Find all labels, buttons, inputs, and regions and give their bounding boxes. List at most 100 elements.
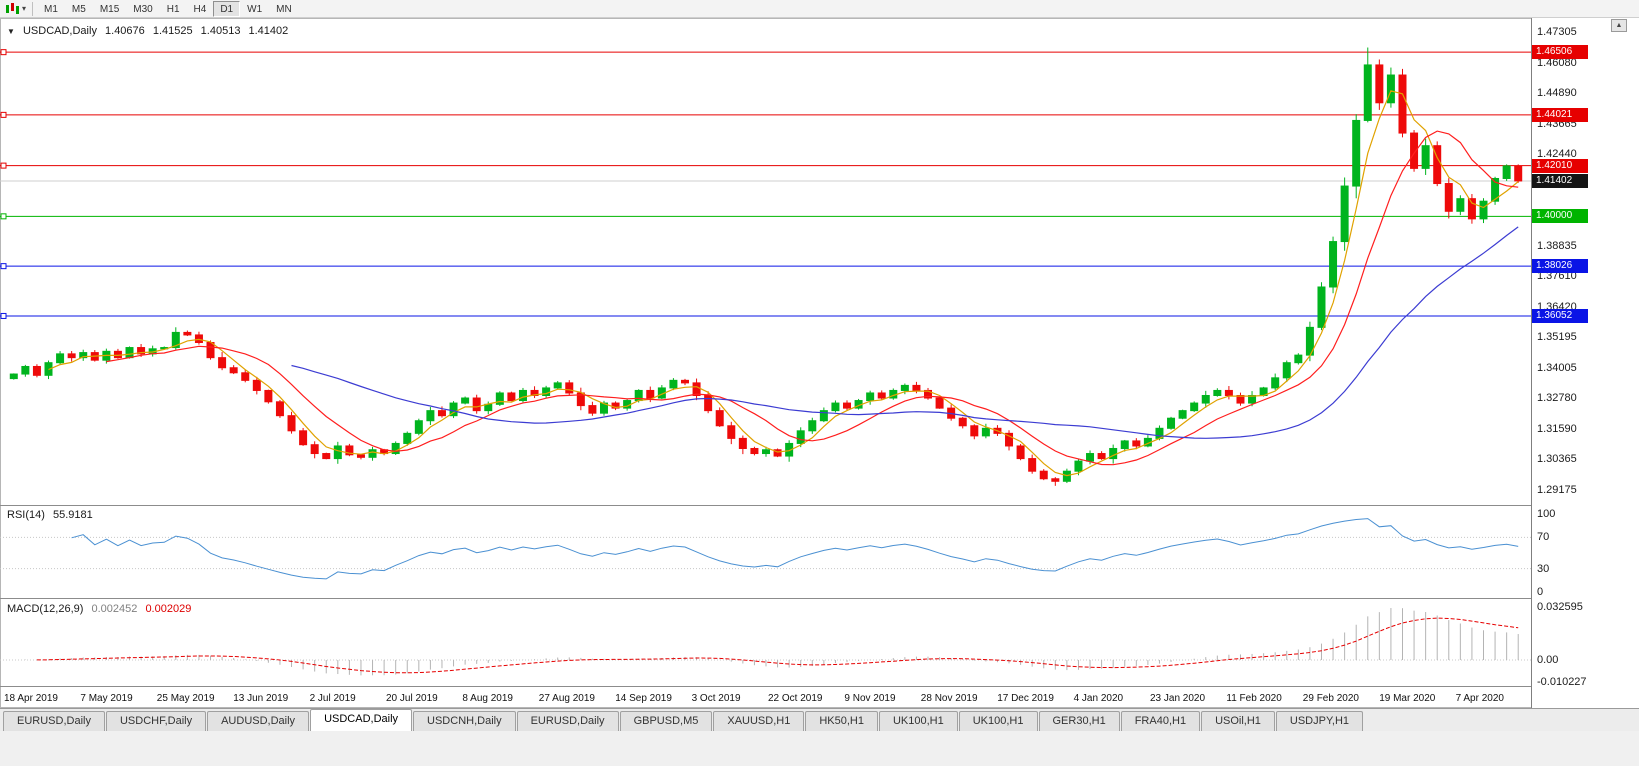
timeframe-button-d1[interactable]: D1 bbox=[213, 0, 241, 17]
candle-body bbox=[1363, 64, 1372, 121]
date-axis-label: 22 Oct 2019 bbox=[768, 693, 823, 704]
candle-body bbox=[437, 410, 446, 417]
level-price-badge: 1.38026 bbox=[1532, 259, 1588, 274]
timeframe-button-m30[interactable]: M30 bbox=[133, 3, 153, 15]
date-axis-label: 7 May 2019 bbox=[80, 693, 133, 704]
timeframe-button-m1[interactable]: M1 bbox=[44, 3, 58, 15]
candle-body bbox=[484, 403, 493, 412]
chart-tab-usdcnh-daily-4[interactable]: USDCNH,Daily bbox=[413, 711, 516, 731]
level-line-handle[interactable] bbox=[0, 49, 7, 56]
level-price-badge: 1.40000 bbox=[1532, 209, 1588, 224]
candle-body bbox=[264, 389, 273, 403]
date-axis-label: 28 Nov 2019 bbox=[920, 693, 978, 704]
date-axis-label: 2 Jul 2019 bbox=[309, 693, 356, 704]
timeframe-button-m15[interactable]: M15 bbox=[99, 3, 120, 15]
price-axis-label: 1.34005 bbox=[1537, 361, 1577, 374]
candle-body bbox=[1062, 470, 1071, 482]
chart-window: ▼ USDCAD,Daily 1.40676 1.41525 1.40513 1… bbox=[0, 18, 1639, 708]
chart-tab-fra40-h1-12[interactable]: FRA40,H1 bbox=[1120, 711, 1201, 731]
timeframe-button-h1[interactable]: H1 bbox=[166, 3, 180, 15]
chart-tab-usdcad-daily-3[interactable]: USDCAD,Daily bbox=[310, 709, 413, 731]
candle-body bbox=[183, 331, 192, 336]
candle-body bbox=[356, 454, 365, 458]
candle-glyph bbox=[6, 5, 9, 13]
level-line-handle[interactable] bbox=[0, 213, 7, 220]
candle-body bbox=[368, 449, 377, 458]
chart-tab-xauusd-h1-7[interactable]: XAUUSD,H1 bbox=[713, 711, 805, 731]
candle-body bbox=[1282, 362, 1291, 379]
rsi-axis-label: 0 bbox=[1537, 586, 1544, 598]
candle-body bbox=[1456, 198, 1465, 212]
chart-tab-ger30-h1-11[interactable]: GER30,H1 bbox=[1038, 711, 1120, 731]
chart-tab-usdjpy-h1-14[interactable]: USDJPY,H1 bbox=[1275, 711, 1364, 731]
candle-body bbox=[449, 402, 458, 417]
timeframe-buttons: M1 M5 M15 M30 H1 H4 D1 W1 MN bbox=[37, 0, 299, 17]
candlestick-chart-icon[interactable] bbox=[4, 2, 21, 15]
candle-body bbox=[67, 353, 76, 359]
level-line-handle[interactable] bbox=[0, 263, 7, 270]
candle-body bbox=[391, 442, 400, 455]
chart-tab-eurusd-daily-5[interactable]: EURUSD,Daily bbox=[516, 711, 619, 731]
chart-tab-hk50-h1-8[interactable]: HK50,H1 bbox=[805, 711, 878, 731]
candle-body bbox=[1444, 183, 1453, 212]
macd-axis-label: 0.032595 bbox=[1537, 601, 1583, 613]
date-axis-label: 19 Mar 2020 bbox=[1379, 693, 1436, 704]
time-axis[interactable]: 18 Apr 2019 7 May 2019 25 May 2019 13 Jun 2… bbox=[0, 687, 1531, 708]
chart-tab-audusd-daily-2[interactable]: AUDUSD,Daily bbox=[207, 711, 310, 731]
candle-body bbox=[669, 379, 678, 389]
candle-body bbox=[1386, 74, 1395, 104]
candle-body bbox=[461, 397, 470, 404]
candle-body bbox=[692, 382, 701, 396]
candle-body bbox=[935, 397, 944, 409]
timeframe-button-mn[interactable]: MN bbox=[276, 3, 292, 15]
candle-body bbox=[21, 365, 30, 375]
candle-body bbox=[472, 397, 481, 412]
chart-tab-bar: EURUSD,Daily USDCHF,Daily AUDUSD,Daily USDC… bbox=[0, 708, 1639, 731]
price-axis[interactable]: ▲ 1.473051.460801.448901.436651.424401.4… bbox=[1531, 18, 1639, 708]
level-line-handle[interactable] bbox=[0, 111, 7, 118]
timeframe-button-h4[interactable]: H4 bbox=[193, 3, 207, 15]
price-axis-label: 1.44890 bbox=[1537, 87, 1577, 99]
chart-tab-eurusd-daily-0[interactable]: EURUSD,Daily bbox=[3, 711, 105, 731]
candle-body bbox=[287, 415, 296, 432]
candle-body bbox=[1514, 165, 1523, 182]
chart-tab-usdchf-daily-1[interactable]: USDCHF,Daily bbox=[105, 711, 207, 731]
chart-tab-uk100-h1-9[interactable]: UK100,H1 bbox=[878, 711, 958, 731]
symbol-dropdown-icon[interactable]: ▼ bbox=[7, 27, 15, 36]
macd-axis-label: -0.010227 bbox=[1537, 676, 1587, 688]
level-line-handle[interactable] bbox=[0, 312, 7, 319]
rsi-indicator-label: RSI(14) 55.9181 bbox=[7, 509, 98, 521]
macd-axis-label: 0.00 bbox=[1537, 654, 1559, 666]
rsi-axis-label: 100 bbox=[1537, 508, 1556, 520]
candle-body bbox=[1132, 440, 1141, 447]
level-line-handle[interactable] bbox=[0, 162, 7, 169]
price-chart[interactable] bbox=[0, 18, 1531, 708]
timeframe-button-w1[interactable]: W1 bbox=[247, 3, 263, 15]
candle-body bbox=[924, 389, 933, 399]
chart-type-dropdown-icon[interactable]: ▾ bbox=[22, 4, 27, 13]
candle-body bbox=[1167, 417, 1176, 429]
rsi-line bbox=[71, 518, 1519, 580]
date-axis-label: 20 Jul 2019 bbox=[386, 693, 438, 704]
candle-body bbox=[171, 331, 180, 349]
candle-body bbox=[241, 372, 250, 381]
date-axis-label: 29 Feb 2020 bbox=[1302, 693, 1359, 704]
candle-body bbox=[518, 389, 527, 402]
chart-tab-gbpusd-m5-6[interactable]: GBPUSD,M5 bbox=[619, 711, 713, 731]
candle-body bbox=[1120, 440, 1129, 449]
chart-tab-uk100-h1-10[interactable]: UK100,H1 bbox=[958, 711, 1038, 731]
candle-body bbox=[125, 347, 134, 359]
price-axis-label: 1.35195 bbox=[1537, 331, 1577, 343]
candle-body bbox=[1178, 410, 1187, 419]
candle-body bbox=[831, 402, 840, 412]
chart-tab-usoil-h1-13[interactable]: USOil,H1 bbox=[1201, 711, 1275, 731]
candle-body bbox=[1224, 389, 1233, 396]
macd-name: MACD(12,26,9) bbox=[7, 603, 84, 615]
candle-body bbox=[1074, 460, 1083, 472]
candle-body bbox=[588, 405, 597, 414]
price-axis-label: 1.30365 bbox=[1537, 453, 1577, 465]
scroll-up-button[interactable]: ▲ bbox=[1611, 19, 1627, 32]
moving-average-line bbox=[291, 226, 1519, 439]
candle-body bbox=[565, 382, 574, 394]
timeframe-button-m5[interactable]: M5 bbox=[71, 3, 86, 15]
